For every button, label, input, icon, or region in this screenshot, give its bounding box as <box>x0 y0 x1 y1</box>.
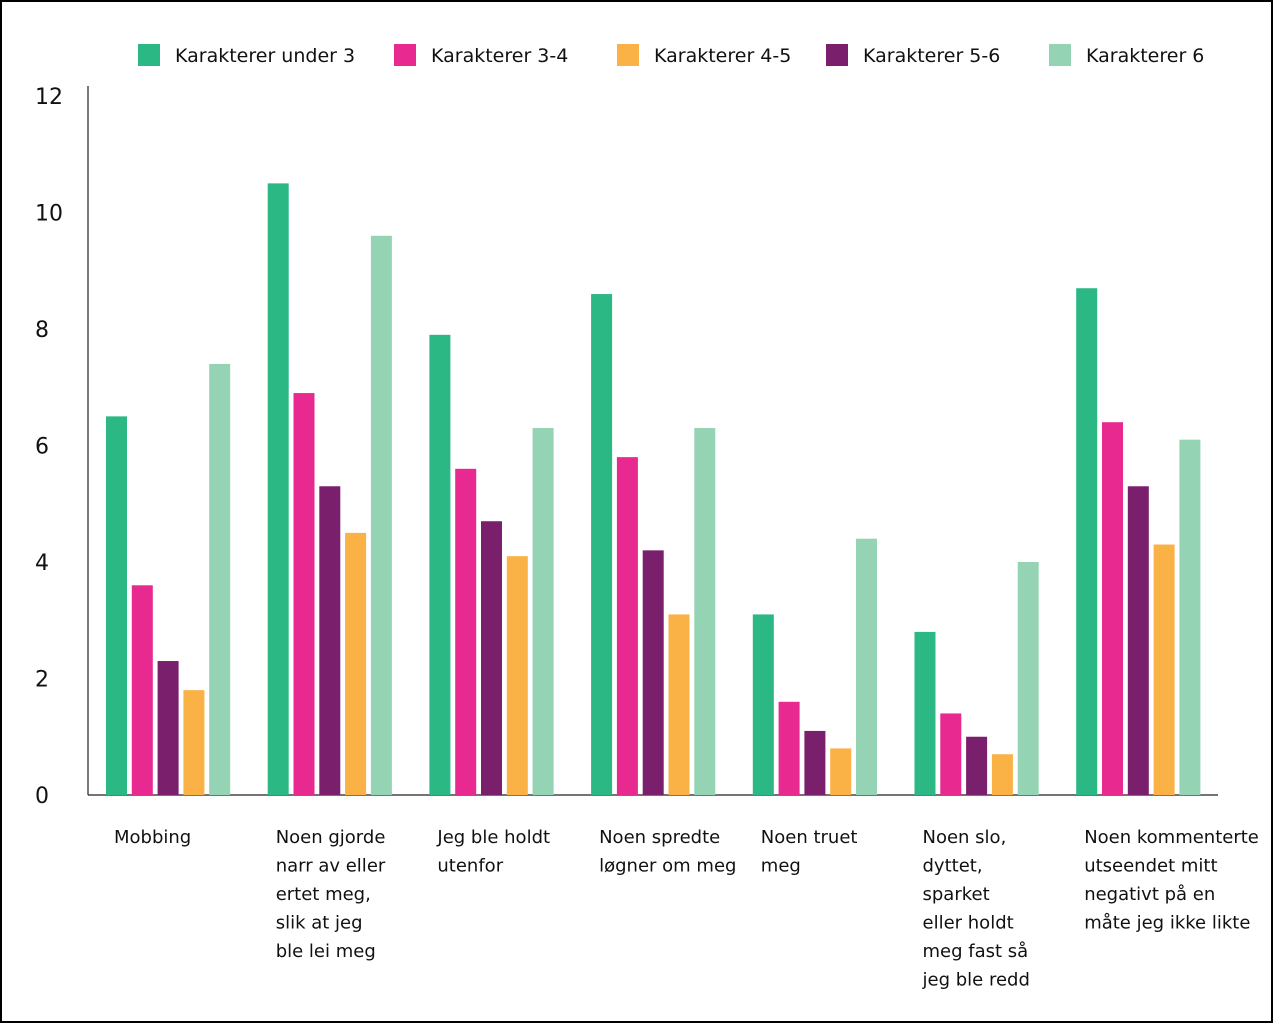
x-tick-label-line: meg fast så <box>923 941 1029 962</box>
x-tick-label-line: Mobbing <box>114 827 191 848</box>
bar <box>940 713 962 795</box>
x-tick-label: Noen kommenterte utseendet mitt negativt p… <box>1084 827 1259 934</box>
x-tick-label: Noen gjorde narr av eller ertet meg, slik a… <box>276 827 386 962</box>
bar <box>106 416 127 795</box>
x-tick-label-line: jeg ble redd <box>922 970 1030 991</box>
bar <box>616 457 638 795</box>
x-tick-label-line: negativt på en <box>1084 884 1215 905</box>
bar <box>778 701 800 795</box>
bar <box>370 235 392 796</box>
legend-label: Karakterer 4-5 <box>654 45 791 67</box>
x-tick-label: Noen truet meg <box>761 827 858 877</box>
x-tick-label-line: meg <box>761 856 801 877</box>
legend-swatch <box>617 44 639 66</box>
x-tick-label: Mobbing <box>114 827 191 848</box>
bar <box>455 468 477 795</box>
legend-swatch <box>138 44 160 66</box>
bar <box>591 294 613 795</box>
legend: Karakterer under 3 Karakterer 3-4 Karakter… <box>138 44 1204 67</box>
x-tick-label-line: utseendet mitt <box>1084 856 1217 877</box>
x-tick-label-line: måte jeg ikke likte <box>1084 913 1250 934</box>
legend-swatch <box>826 44 848 66</box>
bar <box>481 521 502 795</box>
x-tick-label: Noen spredte løgner om meg <box>599 827 736 877</box>
bar <box>752 614 774 795</box>
bar <box>642 550 664 795</box>
x-tick-label-line: Noen spredte <box>599 827 720 848</box>
y-tick-label: 2 <box>35 668 49 693</box>
bar <box>1017 562 1039 795</box>
bar <box>804 730 826 795</box>
bar <box>209 363 231 795</box>
x-tick-label-line: dyttet, <box>923 856 983 877</box>
y-tick-label: 12 <box>35 85 63 110</box>
bar <box>1179 439 1201 795</box>
bar <box>345 532 367 795</box>
bar <box>1127 486 1149 795</box>
bar <box>914 631 936 795</box>
bar <box>183 690 205 795</box>
bar <box>694 428 716 795</box>
bar <box>1153 544 1175 795</box>
y-tick-label: 4 <box>35 551 49 576</box>
bar <box>293 393 315 795</box>
x-tick-label-line: slik at jeg <box>276 913 363 934</box>
x-tick-label-line: ertet meg, <box>276 884 371 905</box>
y-tick-label: 0 <box>35 784 49 809</box>
x-tick-label-line: utenfor <box>437 856 503 877</box>
x-tick-label-line: Jeg ble holdt <box>436 827 550 848</box>
x-tick-label-line: løgner om meg <box>599 856 736 877</box>
bar <box>856 538 877 795</box>
bar <box>267 183 289 795</box>
bar <box>532 428 554 795</box>
x-tick-label-line: Noen kommenterte <box>1084 827 1259 848</box>
y-tick-label: 6 <box>35 435 49 460</box>
bar <box>131 585 153 795</box>
bars <box>106 183 1201 796</box>
bar <box>157 661 179 795</box>
x-tick-label-line: narr av eller <box>276 856 386 877</box>
bar <box>1102 422 1123 795</box>
legend-label: Karakterer 6 <box>1086 45 1204 67</box>
bar <box>991 754 1013 795</box>
x-tick-label-line: sparket <box>923 884 990 905</box>
legend-label: Karakterer 3-4 <box>431 45 568 67</box>
bar <box>830 748 852 795</box>
bar <box>966 736 988 795</box>
x-tick-label: Jeg ble holdt utenfor <box>436 827 550 877</box>
bar <box>319 486 341 795</box>
bar <box>668 614 690 795</box>
legend-swatch <box>1049 44 1071 66</box>
x-axis-labels: Mobbing Noen gjorde narr av eller ertet meg… <box>114 827 1259 991</box>
legend-label: Karakterer 5-6 <box>863 45 1000 67</box>
y-tick-label: 8 <box>35 318 49 343</box>
x-tick-label-line: Noen slo, <box>923 827 1007 848</box>
bar <box>1076 288 1098 795</box>
legend-swatch <box>394 44 416 66</box>
x-tick-label-line: Noen gjorde <box>276 827 386 848</box>
x-tick-label: Noen slo, dyttet, sparket eller holdt meg fa… <box>922 827 1030 991</box>
x-tick-label-line: Noen truet <box>761 827 858 848</box>
legend-label: Karakterer under 3 <box>175 45 355 67</box>
y-tick-label: 10 <box>35 202 63 227</box>
bar <box>429 334 451 795</box>
bar <box>506 556 528 795</box>
x-tick-label-line: eller holdt <box>923 913 1014 934</box>
x-tick-label-line: ble lei meg <box>276 941 376 962</box>
